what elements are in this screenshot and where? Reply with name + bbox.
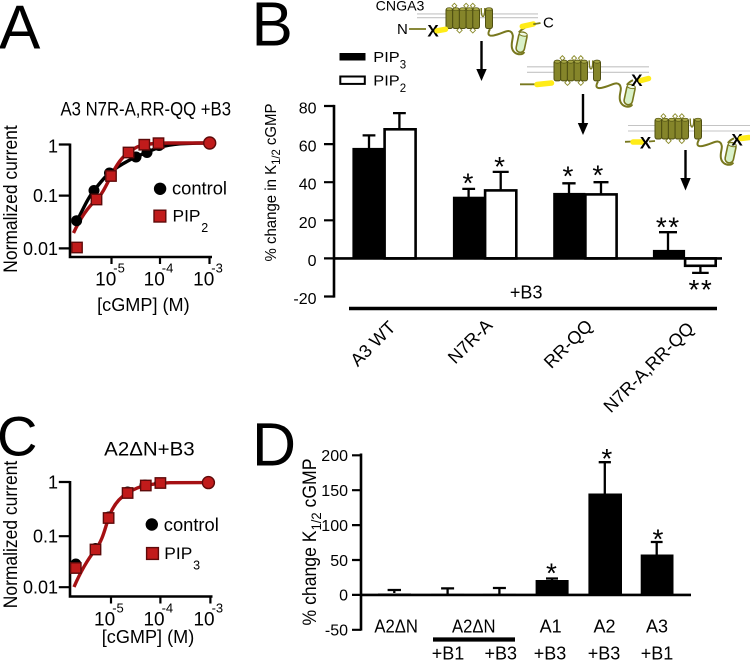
svg-text:**: ** xyxy=(656,211,681,242)
svg-text:[cGMP] (M): [cGMP] (M) xyxy=(97,294,190,315)
svg-text:C: C xyxy=(543,15,554,32)
svg-text:A3 N7R-A,RR-QQ +B3: A3 N7R-A,RR-QQ +B3 xyxy=(61,99,232,120)
svg-text:control: control xyxy=(172,179,227,199)
svg-text:10: 10 xyxy=(193,270,214,291)
svg-text:A2ΔN: A2ΔN xyxy=(452,617,496,637)
svg-text:20: 20 xyxy=(299,215,317,232)
svg-text:-3: -3 xyxy=(211,261,223,276)
svg-text:A1: A1 xyxy=(540,617,562,637)
svg-text:Normalized current: Normalized current xyxy=(0,125,22,273)
svg-text:10: 10 xyxy=(95,270,116,291)
svg-text:10: 10 xyxy=(144,270,165,291)
svg-text:A2ΔN: A2ΔN xyxy=(374,617,418,637)
svg-text:10: 10 xyxy=(143,609,164,630)
svg-text:A3: A3 xyxy=(646,617,668,637)
svg-text:100: 100 xyxy=(321,518,348,535)
svg-text:+B3: +B3 xyxy=(485,644,518,661)
svg-text:0: 0 xyxy=(339,588,348,605)
svg-text:Normalized current: Normalized current xyxy=(0,460,22,608)
svg-text:*: * xyxy=(653,524,664,555)
svg-text:3: 3 xyxy=(193,558,200,572)
svg-text:D: D xyxy=(252,411,296,479)
svg-text:*: * xyxy=(592,160,603,191)
svg-text:-4: -4 xyxy=(162,600,174,615)
svg-text:**: ** xyxy=(689,274,714,305)
svg-text:+B1: +B1 xyxy=(432,644,465,661)
svg-text:*: * xyxy=(562,161,573,192)
svg-text:0.1: 0.1 xyxy=(33,186,58,206)
svg-text:150: 150 xyxy=(321,483,348,500)
svg-text:80: 80 xyxy=(299,101,317,118)
svg-text:-3: -3 xyxy=(212,600,224,615)
svg-text:0.01: 0.01 xyxy=(23,239,58,259)
svg-text:60: 60 xyxy=(299,139,317,156)
svg-text:B: B xyxy=(252,0,293,60)
svg-text:+B3: +B3 xyxy=(588,644,621,661)
svg-text:40: 40 xyxy=(299,177,317,194)
svg-text:-20: -20 xyxy=(293,291,316,308)
svg-text:*: * xyxy=(494,151,505,182)
svg-text:0.01: 0.01 xyxy=(23,578,58,598)
svg-text:+B3: +B3 xyxy=(510,283,543,303)
svg-text:50: 50 xyxy=(330,553,348,570)
svg-text:*: * xyxy=(546,558,557,589)
svg-text:X: X xyxy=(631,71,643,90)
svg-text:3: 3 xyxy=(400,60,406,72)
svg-text:N: N xyxy=(397,21,408,38)
svg-text:% change in K1/2 cGMP: % change in K1/2 cGMP xyxy=(263,104,283,262)
svg-text:10: 10 xyxy=(94,609,115,630)
svg-text:[cGMP] (M): [cGMP] (M) xyxy=(102,626,195,647)
svg-text:10: 10 xyxy=(193,609,214,630)
svg-text:A2: A2 xyxy=(593,617,615,637)
svg-text:X: X xyxy=(731,131,743,150)
svg-text:X: X xyxy=(427,21,439,40)
svg-text:-5: -5 xyxy=(112,600,124,615)
svg-text:% change K1/2 cGMP: % change K1/2 cGMP xyxy=(300,459,324,626)
svg-text:0: 0 xyxy=(308,253,317,270)
svg-text:-5: -5 xyxy=(113,261,125,276)
svg-text:-4: -4 xyxy=(162,261,174,276)
svg-text:2: 2 xyxy=(400,83,406,95)
svg-text:*: * xyxy=(601,443,612,474)
svg-text:A: A xyxy=(0,0,41,62)
svg-text:PIP: PIP xyxy=(164,544,192,563)
svg-text:0.1: 0.1 xyxy=(33,527,58,547)
svg-text:C: C xyxy=(0,405,37,468)
svg-text:1: 1 xyxy=(48,137,58,157)
svg-text:PIP: PIP xyxy=(173,207,201,226)
svg-text:*: * xyxy=(462,168,473,199)
svg-text:PIP: PIP xyxy=(373,49,399,66)
svg-text:-50: -50 xyxy=(325,623,348,640)
svg-text:X: X xyxy=(640,133,652,152)
svg-text:A2ΔN+B3: A2ΔN+B3 xyxy=(104,440,194,461)
svg-text:200: 200 xyxy=(321,448,348,465)
svg-text:1: 1 xyxy=(48,473,58,493)
svg-text:+B3: +B3 xyxy=(534,644,567,661)
svg-text:CNGA3: CNGA3 xyxy=(376,0,425,14)
svg-text:control: control xyxy=(164,515,219,535)
svg-text:2: 2 xyxy=(201,221,208,235)
svg-text:PIP: PIP xyxy=(373,72,399,89)
svg-text:+B1: +B1 xyxy=(641,644,674,661)
